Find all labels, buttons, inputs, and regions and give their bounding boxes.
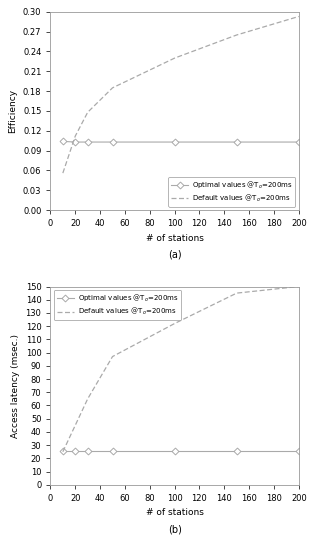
Default values @T$_o$=200ms bbox=[235, 32, 238, 38]
Optimal values @T$_o$=200ms bbox=[111, 139, 114, 146]
Optimal values @T$_o$=200ms bbox=[111, 448, 114, 454]
Legend: Optimal values @T$_o$=200ms, Default values @T$_o$=200ms: Optimal values @T$_o$=200ms, Default val… bbox=[54, 290, 181, 320]
Default values @T$_o$=200ms bbox=[111, 353, 114, 360]
Optimal values @T$_o$=200ms bbox=[61, 448, 65, 454]
Line: Optimal values @T$_o$=200ms: Optimal values @T$_o$=200ms bbox=[60, 139, 301, 144]
Line: Default values @T$_o$=200ms: Default values @T$_o$=200ms bbox=[63, 287, 299, 452]
Default values @T$_o$=200ms bbox=[111, 84, 114, 91]
Default values @T$_o$=200ms bbox=[297, 283, 301, 290]
Text: (b): (b) bbox=[168, 524, 181, 535]
Default values @T$_o$=200ms bbox=[173, 320, 176, 327]
Legend: Optimal values @T$_o$=200ms, Default values @T$_o$=200ms: Optimal values @T$_o$=200ms, Default val… bbox=[168, 176, 295, 207]
Optimal values @T$_o$=200ms bbox=[235, 448, 238, 454]
Optimal values @T$_o$=200ms bbox=[297, 139, 301, 146]
Line: Default values @T$_o$=200ms: Default values @T$_o$=200ms bbox=[63, 16, 299, 173]
Optimal values @T$_o$=200ms bbox=[61, 138, 65, 144]
Y-axis label: Efficiency: Efficiency bbox=[8, 89, 17, 133]
Text: (a): (a) bbox=[168, 250, 181, 260]
X-axis label: # of stations: # of stations bbox=[146, 234, 203, 243]
Default values @T$_o$=200ms bbox=[61, 170, 65, 176]
X-axis label: # of stations: # of stations bbox=[146, 509, 203, 517]
Default values @T$_o$=200ms bbox=[173, 55, 176, 61]
Optimal values @T$_o$=200ms bbox=[297, 448, 301, 454]
Y-axis label: Access latency (msec.): Access latency (msec.) bbox=[11, 334, 20, 438]
Optimal values @T$_o$=200ms bbox=[235, 139, 238, 146]
Optimal values @T$_o$=200ms bbox=[86, 448, 89, 454]
Default values @T$_o$=200ms bbox=[86, 109, 89, 116]
Optimal values @T$_o$=200ms bbox=[173, 139, 176, 146]
Optimal values @T$_o$=200ms bbox=[73, 139, 77, 146]
Default values @T$_o$=200ms bbox=[61, 448, 65, 455]
Line: Optimal values @T$_o$=200ms: Optimal values @T$_o$=200ms bbox=[60, 448, 301, 453]
Default values @T$_o$=200ms bbox=[73, 133, 77, 140]
Optimal values @T$_o$=200ms bbox=[86, 139, 89, 146]
Optimal values @T$_o$=200ms bbox=[73, 448, 77, 454]
Optimal values @T$_o$=200ms bbox=[173, 448, 176, 454]
Default values @T$_o$=200ms bbox=[73, 422, 77, 428]
Default values @T$_o$=200ms bbox=[235, 290, 238, 296]
Default values @T$_o$=200ms bbox=[86, 395, 89, 402]
Default values @T$_o$=200ms bbox=[297, 13, 301, 19]
